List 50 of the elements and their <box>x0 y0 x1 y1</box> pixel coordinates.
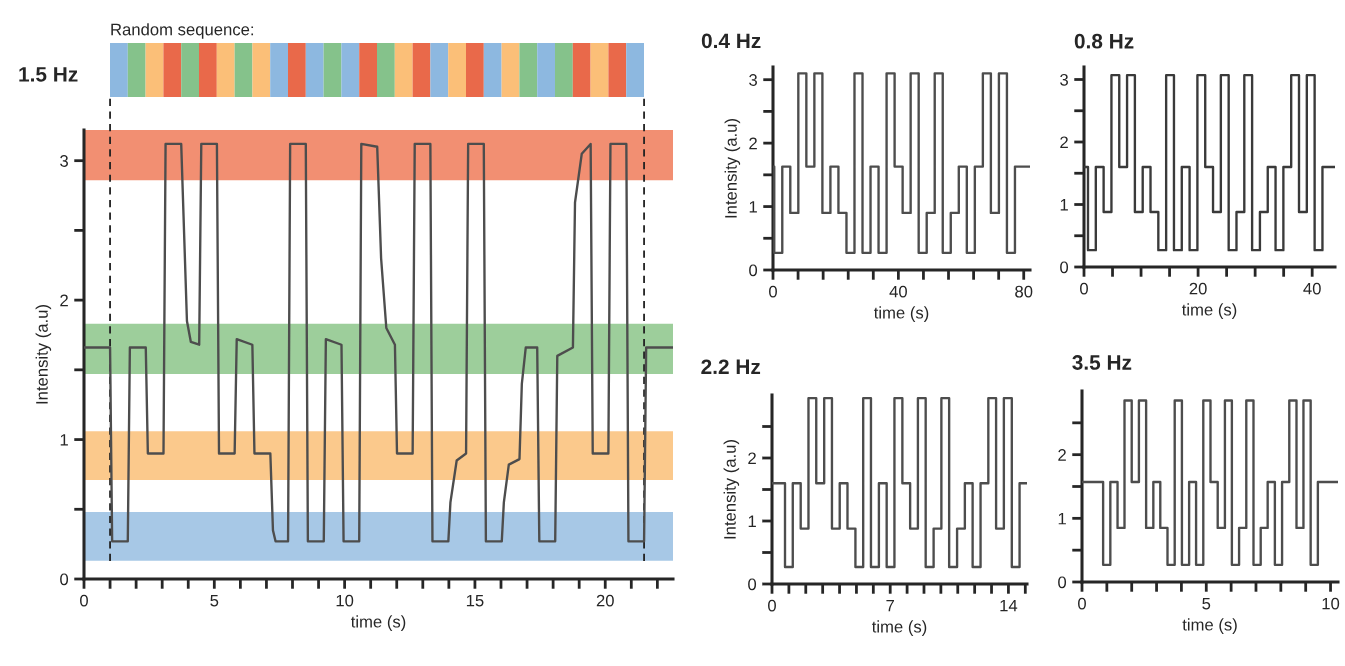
x-tick-label: 5 <box>210 594 219 607</box>
y-tick-label: 0 <box>749 264 758 277</box>
x-tick-label: 0 <box>1080 282 1088 295</box>
x-tick-label: 0 <box>768 599 776 612</box>
y-axis-title: Intensity (a.u) <box>723 440 740 539</box>
y-tick-label: 3 <box>1060 73 1068 86</box>
chart-title: 0.8 Hz <box>1074 33 1134 49</box>
x-axis-title: time (s) <box>1182 618 1237 634</box>
chart-title: 2.2 Hz <box>701 359 761 374</box>
x-tick-label: 14 <box>1000 599 1018 612</box>
y-axis-title: Intensity (a.u) <box>35 305 52 404</box>
x-tick-label: 10 <box>336 594 354 607</box>
y-tick-label: 3 <box>60 155 68 167</box>
y-tick-label: 0 <box>1058 576 1067 589</box>
y-tick-label: 0 <box>1060 261 1069 274</box>
x-tick-label: 0 <box>80 594 88 607</box>
x-tick-label: 5 <box>1202 597 1211 610</box>
x-tick-label: 20 <box>596 594 614 607</box>
x-tick-label: 40 <box>1303 282 1321 295</box>
y-tick-label: 2 <box>1060 136 1068 149</box>
y-tick-label: 2 <box>749 137 757 150</box>
y-tick-label: 1 <box>1058 512 1066 525</box>
x-tick-label: 0 <box>1078 597 1086 610</box>
y-tick-label: 1 <box>1060 199 1068 211</box>
y-tick-label: 3 <box>749 74 757 86</box>
line-series <box>84 142 673 543</box>
y-tick-label: 1 <box>749 201 757 213</box>
chart-title: 1.5 Hz <box>19 67 78 82</box>
y-tick-label: 2 <box>60 294 68 307</box>
y-tick-label: 2 <box>1058 449 1066 461</box>
x-axis-title: time (s) <box>871 620 927 636</box>
x-tick-label: 0 <box>769 285 777 298</box>
text: Random sequence: <box>111 23 254 39</box>
y-tick-label: 0 <box>748 578 757 591</box>
x-tick-label: 15 <box>466 594 484 607</box>
y-tick-label: 2 <box>748 452 756 465</box>
x-tick-label: 7 <box>886 599 895 612</box>
y-tick-label: 1 <box>748 515 756 528</box>
y-tick-label: 0 <box>60 573 69 586</box>
x-tick-label: 40 <box>889 285 907 298</box>
x-tick-label: 20 <box>1189 282 1207 295</box>
x-axis-title: time (s) <box>873 306 929 322</box>
chart-title: 0.4 Hz <box>701 33 761 49</box>
x-axis-title: time (s) <box>350 615 406 631</box>
x-tick-label: 80 <box>1015 285 1033 298</box>
x-axis-title: time (s) <box>1181 303 1237 319</box>
y-axis-title: Intensity (a.u) <box>724 119 741 218</box>
y-tick-label: 1 <box>60 434 68 446</box>
chart-title: 3.5 Hz <box>1072 355 1132 370</box>
x-tick-label: 10 <box>1322 597 1340 610</box>
